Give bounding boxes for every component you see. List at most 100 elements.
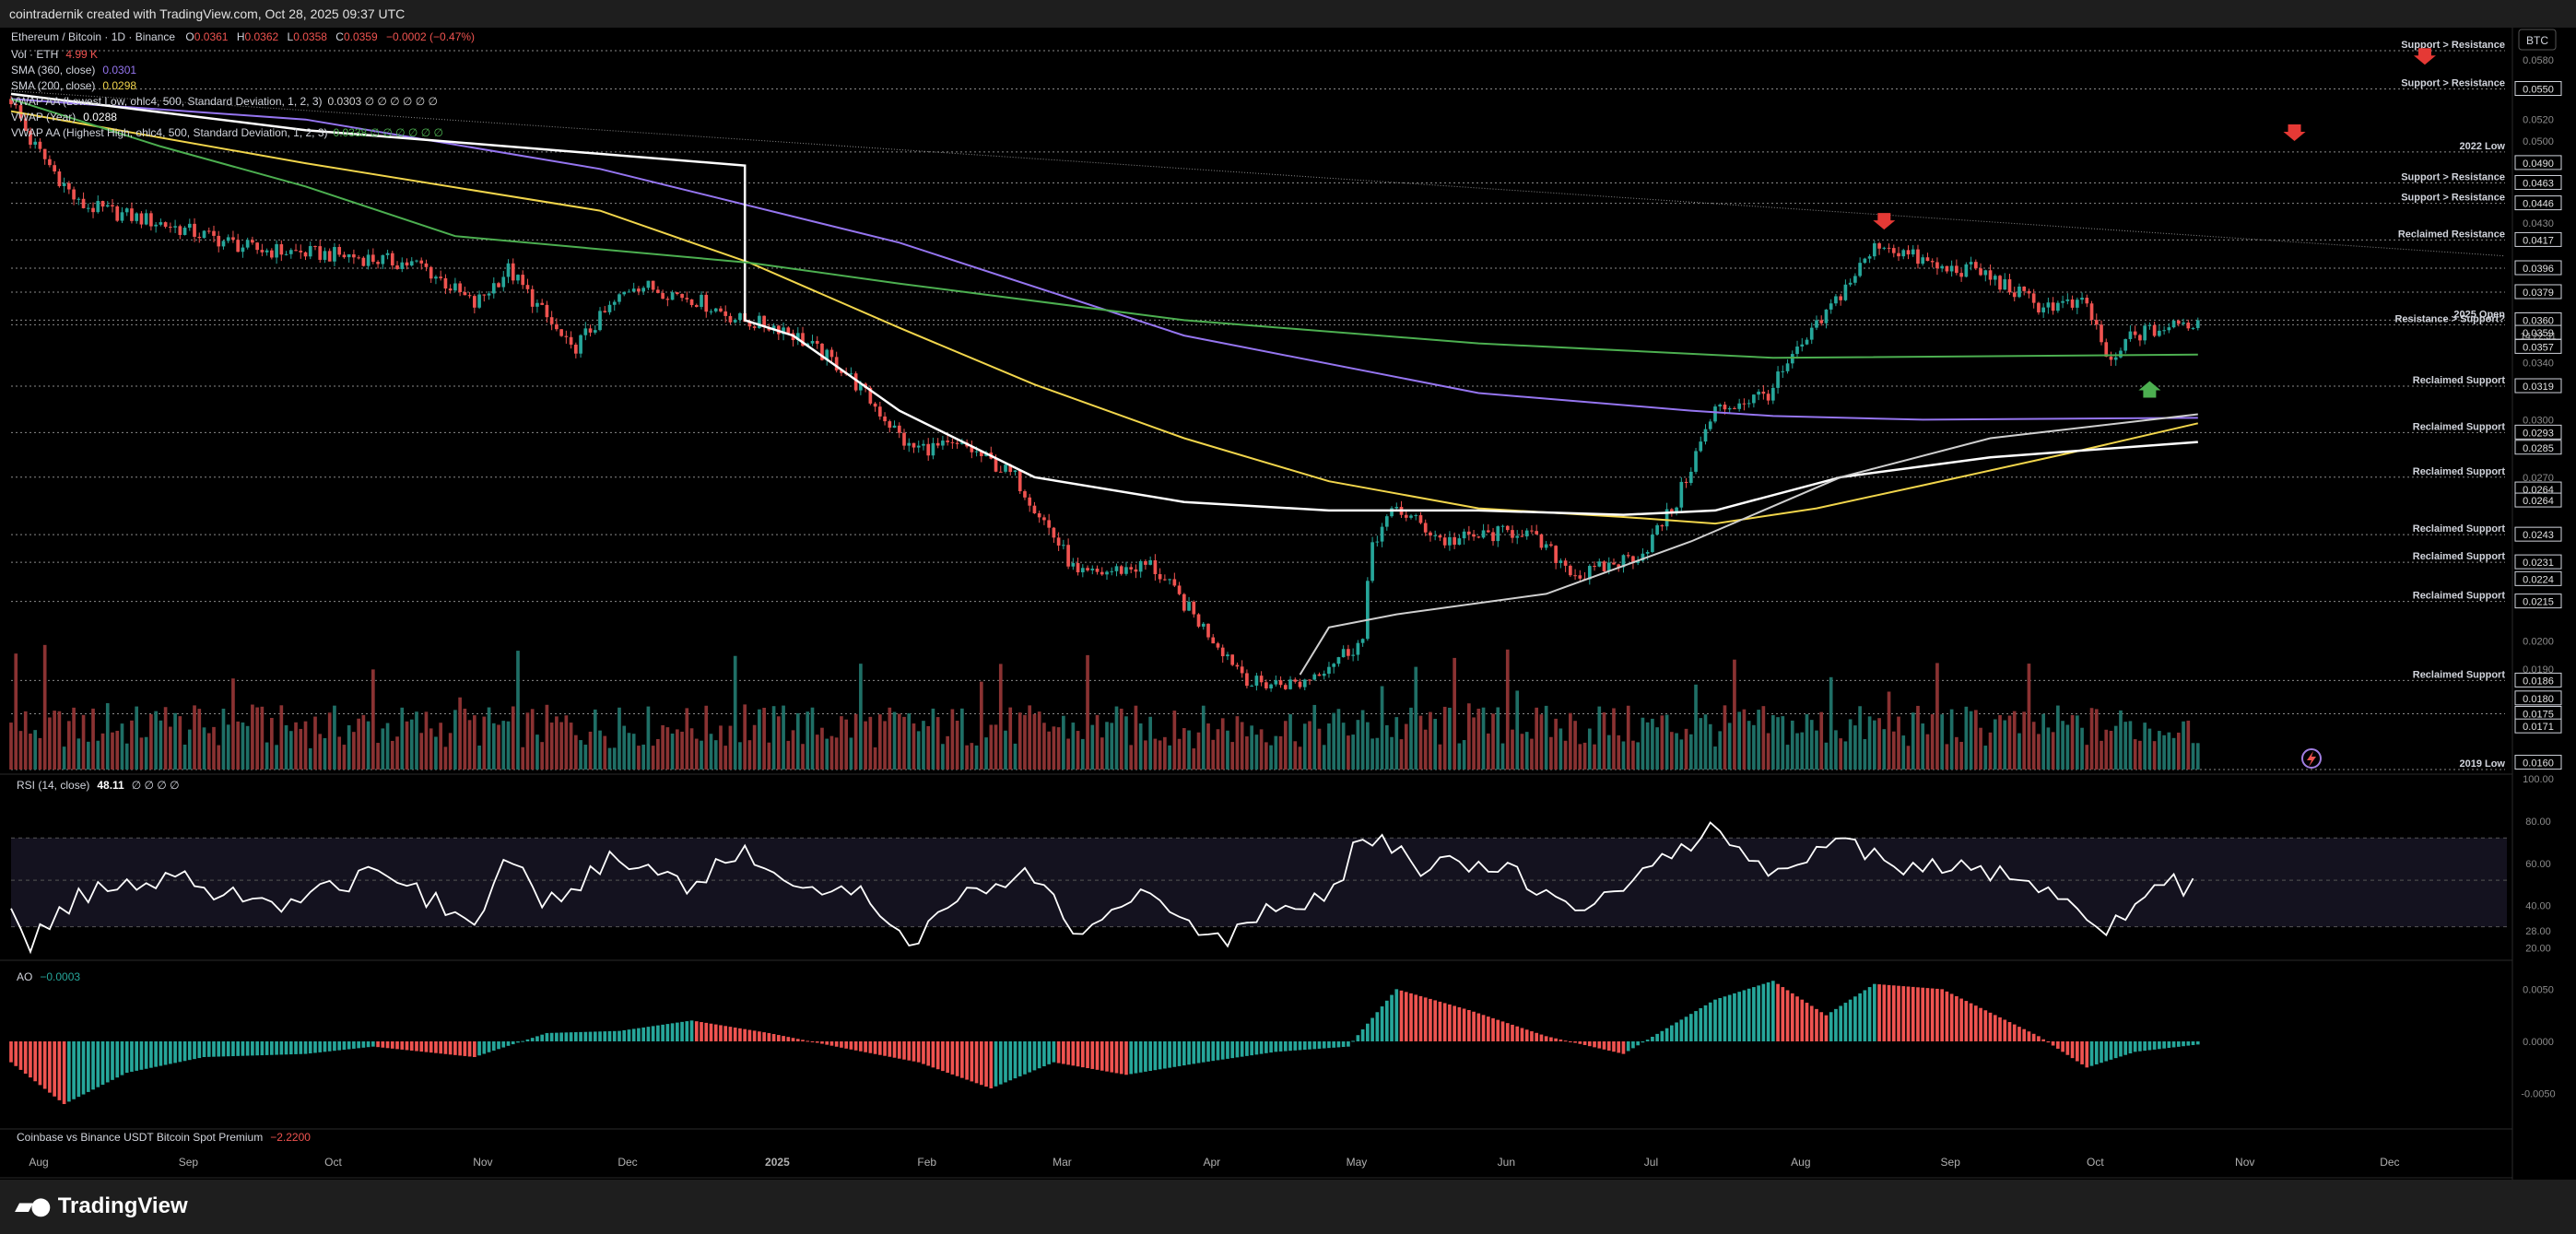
candle — [941, 441, 945, 446]
ao-bar — [931, 1041, 935, 1068]
volume-bar — [284, 724, 288, 770]
candle — [1254, 676, 1259, 686]
volume-bar — [916, 731, 921, 770]
volume-bar — [439, 723, 443, 770]
candle — [439, 276, 443, 278]
volume-bar — [1013, 743, 1017, 770]
candle — [38, 141, 42, 149]
ao-bar — [1216, 1041, 1220, 1061]
volume-bar — [559, 722, 563, 770]
candle — [1606, 562, 1611, 571]
volume-bar — [1423, 729, 1428, 770]
ao-bar — [1394, 989, 1399, 1041]
candle — [2128, 331, 2133, 339]
candle — [400, 262, 405, 269]
volume-bar — [583, 745, 588, 770]
volume-bar — [627, 733, 631, 770]
volume-bar — [888, 707, 892, 770]
candle — [1380, 526, 1384, 542]
candle — [564, 335, 569, 337]
ao-bar — [1829, 1012, 1833, 1041]
volume-bar — [419, 733, 424, 770]
candle — [1651, 535, 1654, 552]
ao-bar — [206, 1041, 211, 1057]
chart-area[interactable]: Support > Resistance Support > Resistance… — [0, 28, 2576, 1180]
ao-bar — [1192, 1041, 1196, 1064]
volume-bar — [1626, 705, 1630, 770]
ao-bar — [1636, 1041, 1641, 1046]
volume-bar — [665, 727, 670, 770]
ao-bar — [1645, 1040, 1650, 1041]
candle — [299, 251, 303, 253]
price-label: 0.0550 — [2523, 85, 2554, 96]
candle — [130, 208, 134, 221]
price-tag — [2514, 260, 2562, 276]
ao-bar — [217, 1041, 221, 1057]
arrow-marker — [2138, 381, 2161, 398]
candle — [1500, 525, 1505, 527]
price-tag — [2514, 81, 2562, 97]
candle — [327, 251, 332, 262]
volume-bar — [1230, 742, 1235, 770]
currency-button[interactable]: BTC — [2518, 29, 2557, 51]
volume-bar — [159, 720, 163, 770]
ao-bar — [1742, 990, 1747, 1041]
volume-bar — [922, 721, 925, 770]
ao-bar — [1752, 987, 1756, 1041]
arrow-marker — [2413, 48, 2436, 65]
legend-vwap-high: VWAP AA (Highest High, ohlc4, 500, Stand… — [11, 126, 443, 139]
ao-bar — [154, 1041, 158, 1067]
volume-bar — [429, 728, 433, 770]
ao-bar — [2143, 1041, 2147, 1052]
ao-bar — [694, 1021, 699, 1041]
price-label: 0.0175 — [2523, 709, 2554, 720]
volume-bar — [700, 740, 703, 770]
ao-bar — [1578, 1041, 1582, 1044]
ao-bar — [612, 1030, 617, 1041]
ao-bar — [491, 1041, 496, 1052]
candle — [2017, 286, 2021, 298]
volume-bar — [1481, 707, 1486, 770]
volume-bar — [1530, 738, 1534, 770]
ao-bar — [342, 1041, 347, 1051]
lightning-icon[interactable] — [2301, 748, 2322, 769]
brand-name: TradingView — [57, 1193, 188, 1218]
volume-bar — [955, 721, 959, 770]
ao-bar — [1269, 1041, 1273, 1053]
brand[interactable]: ▰● TradingView — [15, 1193, 188, 1220]
legend-rsi: RSI (14, close) 48.11 ∅ ∅ ∅ ∅ — [17, 779, 180, 792]
ao-bar — [1076, 1041, 1080, 1067]
candle — [1056, 537, 1061, 546]
ao-bar — [864, 1041, 867, 1052]
ao-bar — [2037, 1036, 2041, 1041]
candle — [1119, 566, 1123, 574]
price-label: 0.0160 — [2523, 758, 2554, 770]
ao-bar — [1809, 1005, 1814, 1041]
price-label: 0.0580 — [2523, 55, 2554, 66]
ao-bar — [169, 1041, 172, 1064]
chart-svg[interactable]: Support > Resistance Support > Resistance… — [0, 28, 2576, 1180]
ao-bar — [2104, 1041, 2109, 1062]
volume-bar — [1216, 729, 1220, 770]
volume-bar — [434, 736, 438, 770]
ao-bar — [902, 1041, 906, 1060]
volume-bar — [67, 721, 71, 770]
volume-bar — [564, 715, 569, 770]
volume-bar — [2012, 711, 2017, 770]
candle — [1496, 526, 1500, 542]
volume-bar — [453, 710, 457, 770]
volume-bar — [342, 745, 347, 770]
ao-bar — [366, 1041, 371, 1048]
ao-bar — [1641, 1041, 1645, 1043]
volume-bar — [2003, 720, 2007, 770]
candle — [1230, 654, 1235, 665]
volume-bar — [477, 745, 481, 770]
volume-bar — [1829, 676, 1833, 770]
volume-bar — [540, 742, 545, 770]
svg-text:BTC[interactable]: BTC — [2526, 34, 2548, 47]
ao-bar — [984, 1041, 988, 1087]
volume-bar — [1418, 715, 1423, 770]
volume-bar — [1399, 739, 1404, 770]
ao-bar — [1979, 1007, 1982, 1041]
candle — [1824, 309, 1829, 323]
